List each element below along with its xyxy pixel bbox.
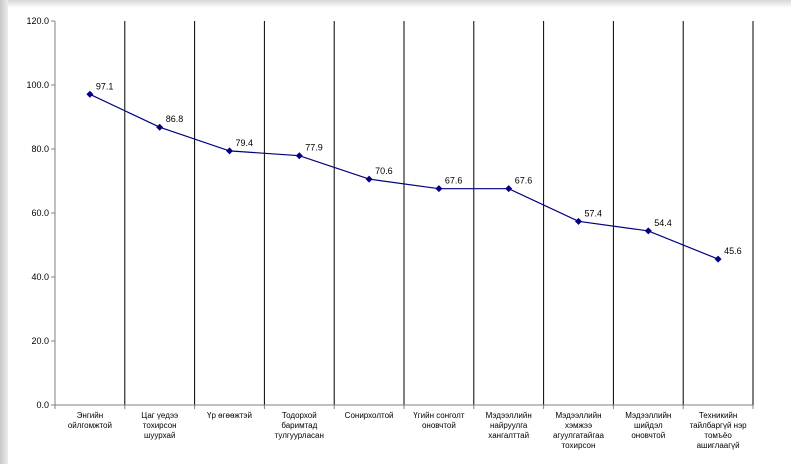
y-tick-labels: 0.0 20.0 40.0 60.0 80.0 100.0 120.0	[26, 16, 49, 410]
data-label: 67.6	[515, 176, 533, 186]
x-tick-label: Үгийн сонголт оновчтой	[413, 411, 465, 430]
series-line	[89, 93, 719, 260]
data-point	[644, 227, 652, 235]
data-point	[86, 90, 94, 98]
x-tick-label: Мэдээллийн хэмжээ агуулгатайгаа тохирсон	[553, 411, 605, 450]
data-point	[295, 152, 303, 160]
x-tick-label: Мэдээллийн шийдэл оновчтой	[625, 411, 671, 440]
data-point	[365, 175, 373, 183]
gridlines	[124, 21, 754, 405]
x-tick-label: Сонирхолтой	[345, 411, 394, 420]
y-tick-label: 40.0	[31, 272, 49, 282]
x-tick-label: Тодорхой баримтад тулгуурласан	[275, 411, 324, 440]
y-tick-label: 100.0	[26, 80, 49, 90]
data-point	[156, 123, 164, 131]
data-point	[575, 217, 582, 225]
y-tick-label: 120.0	[26, 16, 49, 26]
window-left-edge	[0, 0, 8, 464]
data-label: 67.6	[445, 176, 463, 186]
data-label: 79.4	[236, 138, 254, 148]
axes	[51, 20, 754, 409]
x-tick-label: Энгийн ойлгомжтой	[68, 411, 112, 430]
y-tick-label: 20.0	[31, 336, 49, 346]
title-band	[8, 0, 791, 8]
data-point	[714, 255, 722, 263]
data-point	[505, 185, 513, 193]
series-markers	[86, 90, 722, 263]
data-label: 45.6	[724, 246, 742, 256]
data-labels: 97.1 86.8 79.4 77.9 70.6 67.6 67.6 57.4 54.4 45.6	[96, 81, 742, 256]
x-tick-labels: Энгийн ойлгомжтой Цаг үедээ тохирсон шуурхай…	[68, 411, 747, 450]
x-tick-label: Үр өгөөжтэй	[207, 411, 252, 420]
data-label: 54.4	[654, 218, 672, 228]
x-tick-label: Техникийн тайлбаргүй нэр томъёо ашиглаагүй	[690, 411, 748, 450]
data-label: 77.9	[305, 143, 323, 153]
data-label: 70.6	[375, 166, 393, 176]
y-tick-label: 60.0	[31, 208, 49, 218]
data-label: 97.1	[96, 81, 114, 91]
x-tick-label: Мэдээллийн найруулга хангалттай	[486, 411, 532, 440]
y-tick-label: 80.0	[31, 144, 49, 154]
data-label: 86.8	[166, 114, 184, 124]
y-tick-label: 0.0	[36, 400, 49, 410]
data-point	[226, 147, 233, 155]
data-point	[435, 185, 443, 193]
series-path	[89, 93, 719, 260]
data-label: 57.4	[585, 208, 603, 218]
x-tick-label: Цаг үедээ тохирсон шуурхай	[141, 411, 178, 440]
